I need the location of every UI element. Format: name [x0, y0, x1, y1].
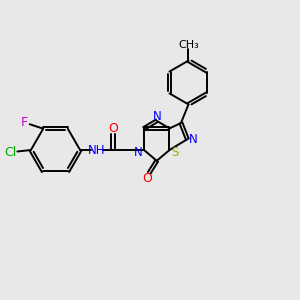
Text: Cl: Cl: [4, 146, 16, 159]
Text: NH: NH: [88, 143, 105, 157]
Text: O: O: [142, 172, 152, 185]
Text: F: F: [21, 116, 28, 129]
Text: O: O: [108, 122, 118, 136]
Text: CH₃: CH₃: [178, 40, 199, 50]
Text: N: N: [152, 110, 161, 122]
Text: S: S: [171, 146, 178, 160]
Text: N: N: [188, 133, 197, 146]
Text: N: N: [134, 146, 143, 159]
